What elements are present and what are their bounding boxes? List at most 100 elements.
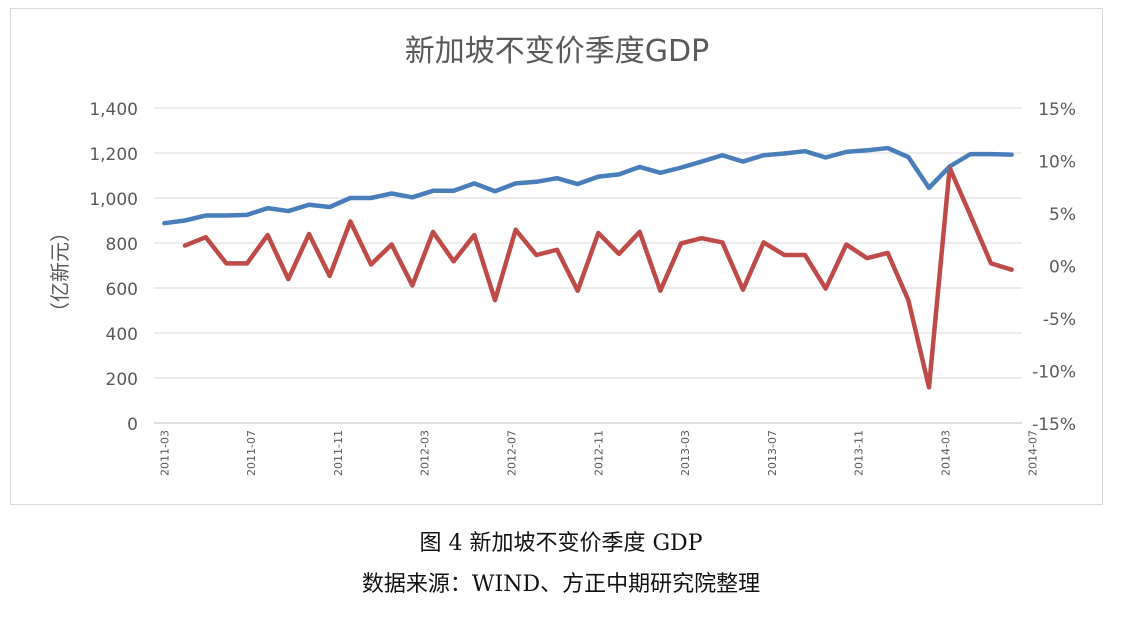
growth-point — [286, 277, 290, 281]
y2-tick-label: -5% — [1043, 310, 1076, 330]
y-tick-label: 1,000 — [89, 190, 138, 210]
growth-point — [741, 288, 745, 292]
growth-point — [658, 289, 662, 293]
y-axis-label: （亿新元） — [48, 222, 72, 322]
gdp-point — [431, 189, 435, 193]
gdp-point — [162, 221, 166, 225]
gdp-point — [865, 148, 869, 152]
gdp-point — [534, 180, 538, 184]
growth-point — [245, 261, 249, 265]
growth-point — [1010, 268, 1014, 272]
growth-point — [720, 240, 724, 244]
x-tick-label: 2013-11 — [853, 430, 866, 476]
right-axis-ticks: -15% -10% -5% 0% 5% 10% 15% — [1032, 100, 1076, 435]
chart-frame: 新加坡不变价季度GDP （亿新元） 0 200 400 600 800 1,000 1,20… — [10, 8, 1103, 505]
y-tick-label: 800 — [106, 235, 138, 255]
growth-point — [968, 213, 972, 217]
gdp-point — [307, 203, 311, 207]
gdp-point — [286, 209, 290, 213]
gdp-point — [762, 153, 766, 157]
gdp-point — [782, 151, 786, 155]
data-points — [162, 146, 1014, 389]
y2-tick-label: 10% — [1038, 153, 1076, 173]
gdp-point — [472, 181, 476, 185]
growth-series-line — [182, 165, 1014, 390]
gdp-point — [927, 186, 931, 190]
growth-point — [555, 248, 559, 252]
y-tick-label: 1,200 — [89, 145, 138, 165]
y2-tick-label: 15% — [1038, 100, 1076, 120]
y-tick-label: 400 — [106, 325, 138, 345]
gdp-point — [741, 160, 745, 164]
gdp-point — [493, 189, 497, 193]
growth-point — [782, 253, 786, 257]
gdp-point — [348, 196, 352, 200]
gdp-point — [555, 176, 559, 180]
growth-point — [803, 253, 807, 257]
gdp-series-line — [162, 145, 1014, 226]
y-tick-label: 200 — [106, 370, 138, 390]
gdp-point — [803, 149, 807, 153]
source-caption: 数据来源：WIND、方正中期研究院整理 — [361, 572, 761, 597]
gdp-point — [452, 189, 456, 193]
gdp-chart: 新加坡不变价季度GDP （亿新元） 0 200 400 600 800 1,000 1,20… — [48, 34, 1076, 476]
x-tick-label: 2011-11 — [332, 430, 345, 476]
growth-point — [617, 252, 621, 256]
gdp-point — [576, 182, 580, 186]
growth-point — [679, 241, 683, 245]
gdp-point — [968, 152, 972, 156]
gdp-point — [183, 219, 187, 222]
x-tick-label: 2012-07 — [506, 430, 519, 476]
growth-point — [452, 259, 456, 263]
growth-point — [638, 230, 642, 234]
x-axis-ticks: 2011-03 2011-07 2011-11 2012-03 2012-07 2012-… — [158, 430, 1039, 476]
gdp-point — [266, 206, 270, 210]
growth-point — [224, 261, 228, 265]
growth-point — [865, 256, 869, 260]
gdp-point — [204, 214, 208, 218]
y2-tick-label: -10% — [1032, 363, 1076, 383]
growth-point — [906, 298, 910, 302]
growth-point — [700, 236, 704, 240]
growth-point — [369, 262, 373, 266]
figure-caption: 图 4 新加坡不变价季度 GDP — [419, 531, 703, 556]
gdp-point — [844, 150, 848, 154]
x-tick-label: 2013-03 — [679, 430, 692, 476]
growth-point — [472, 233, 476, 237]
growth-point — [596, 231, 600, 235]
chart-title: 新加坡不变价季度GDP — [405, 34, 709, 69]
gdp-point — [638, 165, 642, 169]
gdp-point — [596, 175, 600, 179]
gdp-point — [658, 171, 662, 175]
gdp-point — [328, 205, 332, 209]
y-tick-label: 600 — [106, 280, 138, 300]
growth-point — [307, 232, 311, 236]
gridlines — [154, 107, 1022, 424]
growth-point — [927, 385, 931, 389]
growth-point — [183, 244, 187, 248]
growth-point — [844, 243, 848, 246]
gdp-point — [617, 172, 621, 176]
y-tick-label: 0 — [127, 415, 138, 435]
x-tick-label: 2014-03 — [940, 430, 953, 476]
x-tick-label: 2012-11 — [592, 430, 605, 476]
growth-point — [576, 289, 580, 293]
gdp-point — [989, 152, 993, 156]
gdp-point — [245, 213, 249, 217]
gdp-point — [886, 146, 890, 150]
x-tick-label: 2014-07 — [1026, 430, 1039, 476]
growth-point — [266, 233, 270, 237]
growth-point — [948, 166, 952, 170]
growth-point — [762, 240, 766, 244]
gdp-point — [700, 160, 704, 164]
gdp-point — [720, 153, 724, 157]
growth-point — [514, 228, 518, 232]
gdp-point — [1010, 153, 1014, 157]
gdp-point — [824, 156, 828, 159]
gdp-point — [906, 155, 910, 159]
gdp-point — [679, 166, 683, 170]
gdp-point — [224, 214, 228, 218]
growth-point — [534, 253, 538, 257]
x-tick-label: 2012-03 — [419, 430, 432, 476]
growth-point — [431, 230, 435, 234]
